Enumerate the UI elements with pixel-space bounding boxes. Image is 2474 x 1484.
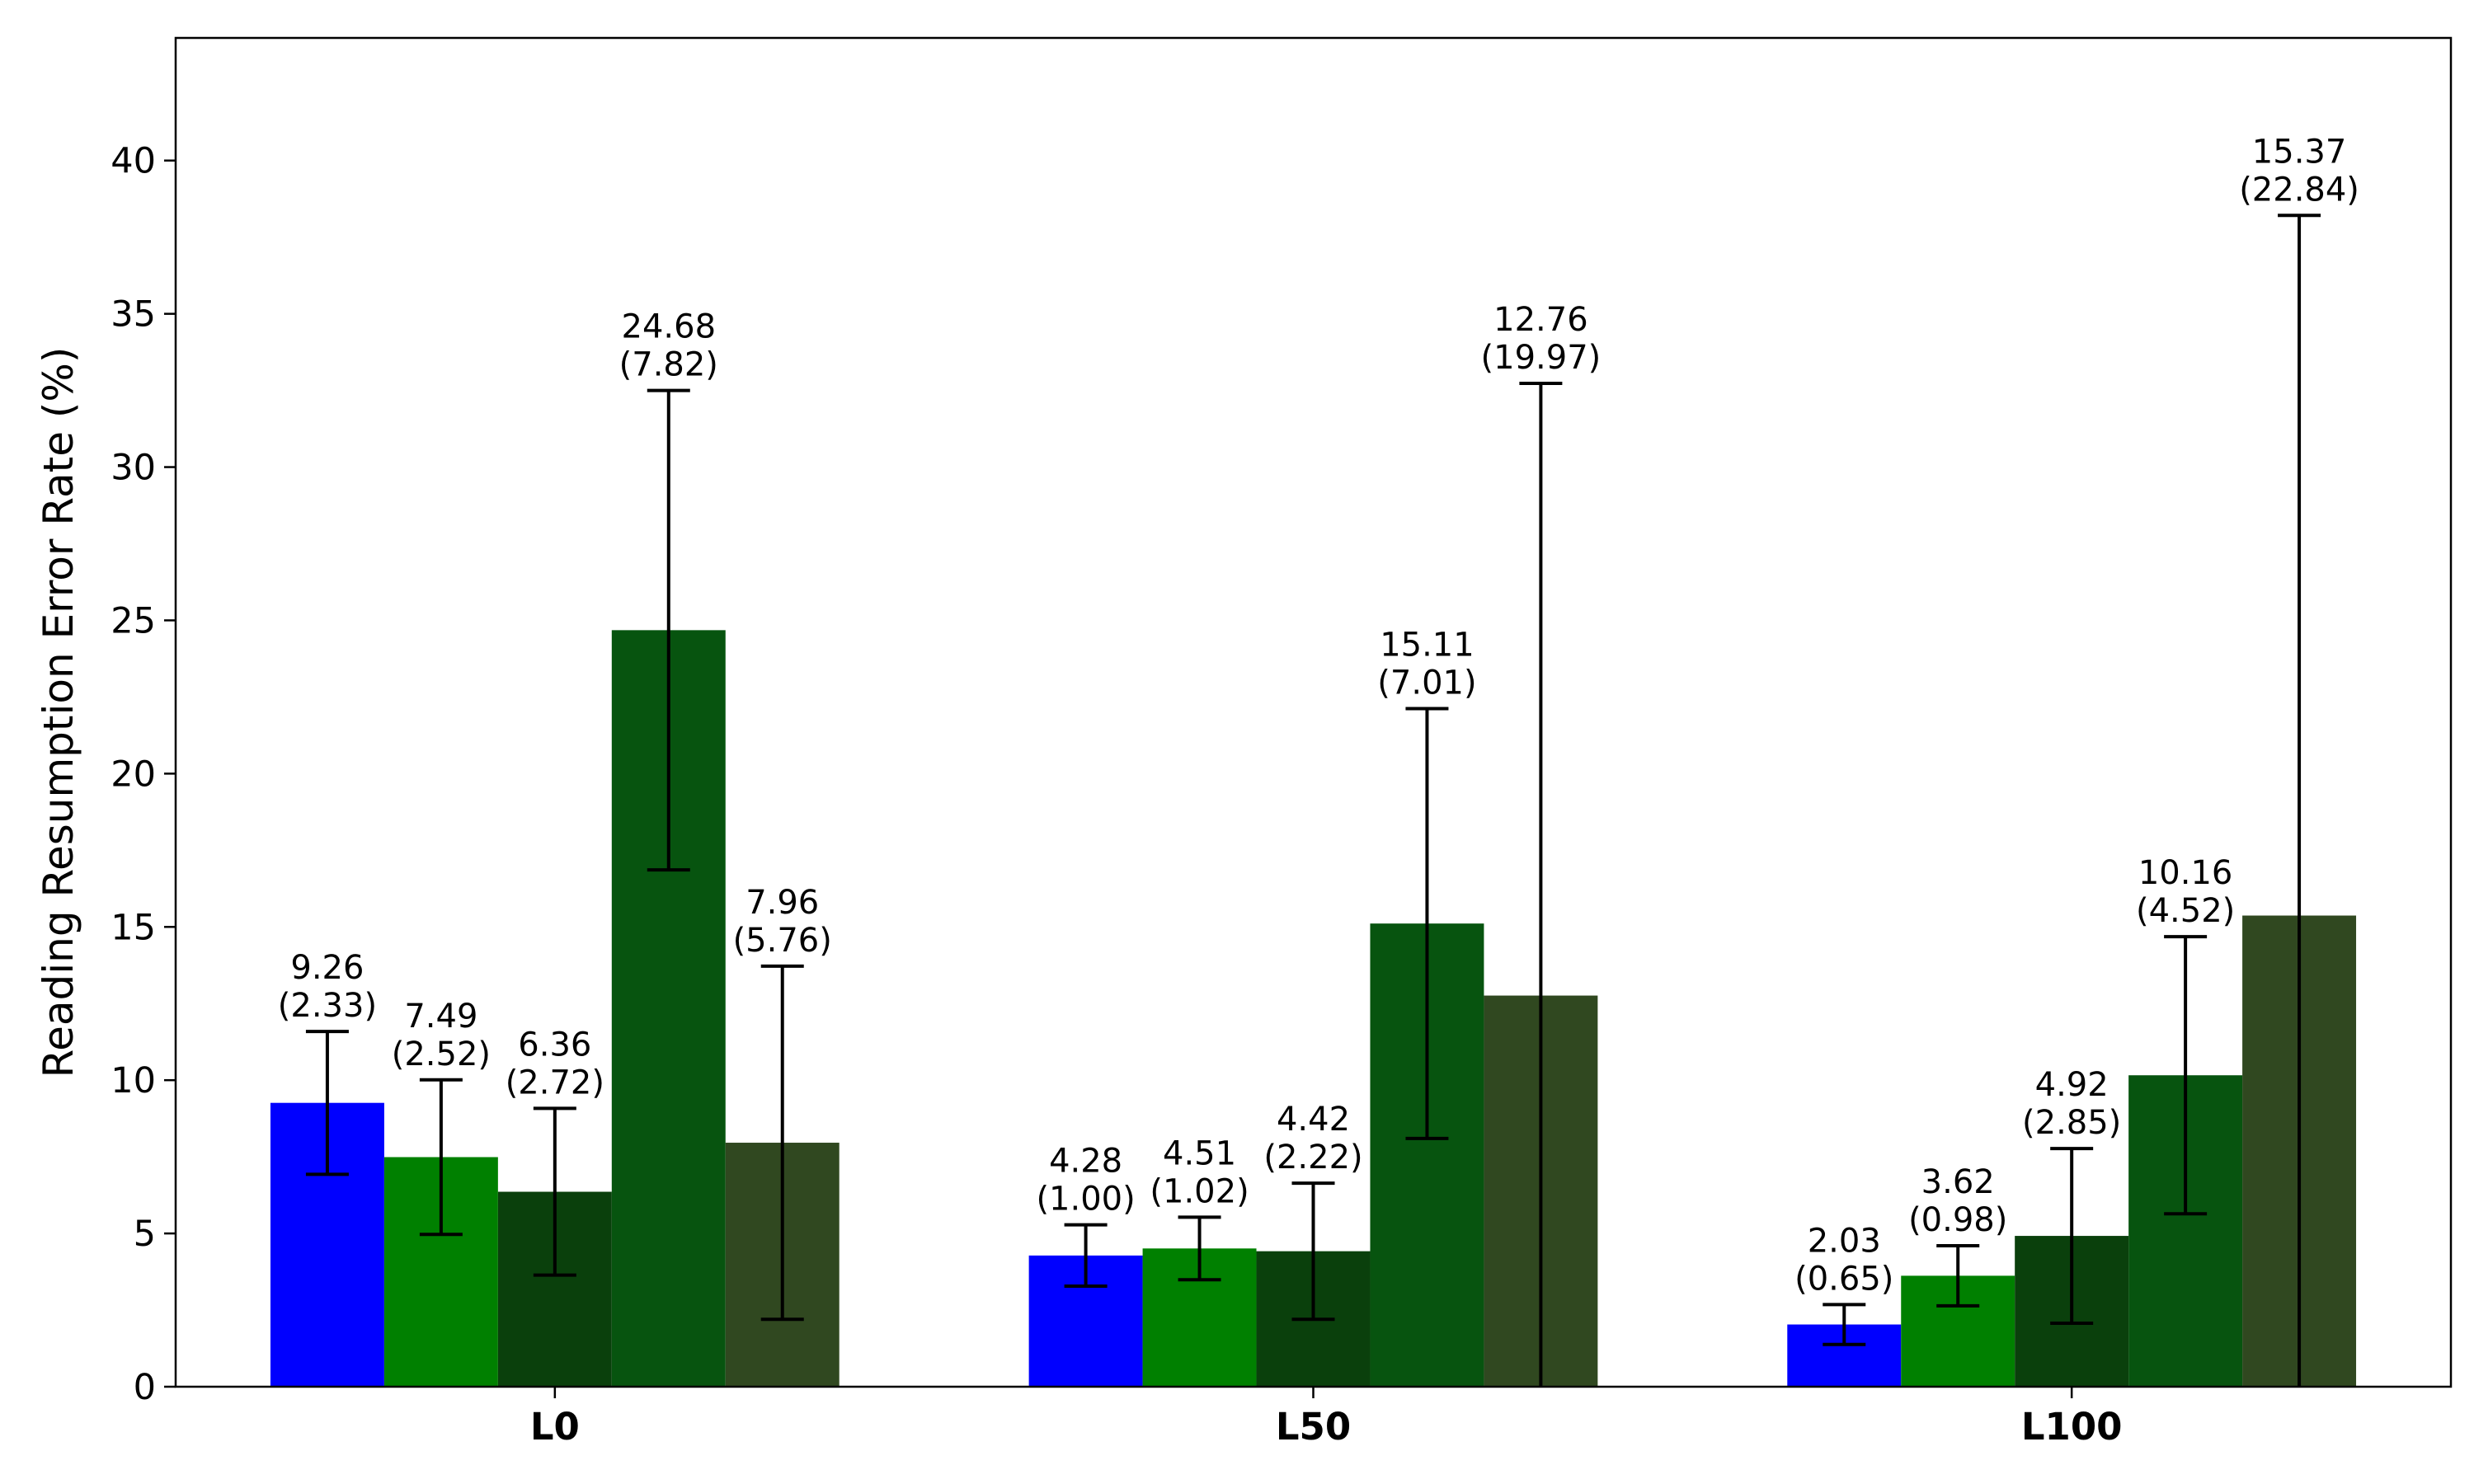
error-bar bbox=[1064, 1223, 1108, 1289]
x-axis: L0 L50 L100 bbox=[530, 1387, 2123, 1449]
error-bar bbox=[1936, 1243, 1980, 1308]
data-label: 7.96 (5.76) bbox=[733, 884, 832, 960]
data-label: 4.42 (2.22) bbox=[1263, 1101, 1362, 1176]
y-tick-label: 15 bbox=[111, 907, 156, 948]
data-label: 3.62 (0.98) bbox=[1908, 1163, 2007, 1239]
error-bar bbox=[2164, 935, 2208, 1216]
data-label: 4.51 (1.02) bbox=[1150, 1134, 1249, 1210]
y-tick-label: 20 bbox=[111, 754, 156, 795]
error-bar bbox=[1519, 382, 1563, 1387]
data-label: 9.26 (2.33) bbox=[278, 949, 377, 1025]
data-label: 10.16 (4.52) bbox=[2136, 854, 2235, 930]
error-bar bbox=[419, 1078, 463, 1237]
error-bars-layer bbox=[305, 214, 2321, 1387]
data-label: 12.76 (19.97) bbox=[1481, 301, 1602, 377]
error-bar bbox=[1291, 1181, 1335, 1322]
y-tick-label: 40 bbox=[111, 141, 156, 182]
error-bar bbox=[1178, 1215, 1221, 1282]
data-label: 4.92 (2.85) bbox=[2022, 1066, 2121, 1142]
data-label: 15.11 (7.01) bbox=[1377, 627, 1476, 702]
value-labels-layer: 9.26 (2.33) 4.28 (1.00) 2.03 (0.65) 7.49 (2.52)… bbox=[278, 133, 2359, 1298]
data-label: 4.28 (1.00) bbox=[1036, 1143, 1135, 1219]
y-axis-label: Reading Resumption Error Rate (%) bbox=[35, 347, 82, 1078]
bars-layer bbox=[270, 630, 2357, 1387]
y-tick-label: 5 bbox=[134, 1214, 156, 1255]
data-label: 15.37 (22.84) bbox=[2239, 133, 2359, 209]
y-tick-label: 25 bbox=[111, 600, 156, 641]
error-bar bbox=[760, 964, 804, 1322]
error-bar bbox=[1405, 707, 1449, 1140]
error-bar bbox=[2278, 214, 2321, 1387]
error-bar bbox=[2050, 1147, 2094, 1326]
error-bar bbox=[305, 1030, 349, 1176]
y-tick-label: 30 bbox=[111, 448, 156, 489]
data-label: 24.68 (7.82) bbox=[619, 308, 718, 384]
y-tick-label: 0 bbox=[134, 1367, 156, 1408]
error-bar bbox=[1823, 1303, 1866, 1346]
x-tick-label: L0 bbox=[530, 1405, 580, 1449]
y-tick-label: 35 bbox=[111, 294, 156, 336]
error-bar bbox=[647, 388, 690, 872]
data-label: 6.36 (2.72) bbox=[506, 1026, 604, 1101]
x-tick-label: L50 bbox=[1276, 1405, 1351, 1449]
data-label: 2.03 (0.65) bbox=[1794, 1222, 1893, 1298]
error-bar bbox=[533, 1106, 576, 1277]
y-axis: 0 5 10 15 20 25 30 35 40 bbox=[111, 141, 176, 1408]
data-label: 7.49 (2.52) bbox=[392, 998, 491, 1073]
y-tick-label: 10 bbox=[111, 1060, 156, 1101]
x-tick-label: L100 bbox=[2021, 1405, 2123, 1449]
